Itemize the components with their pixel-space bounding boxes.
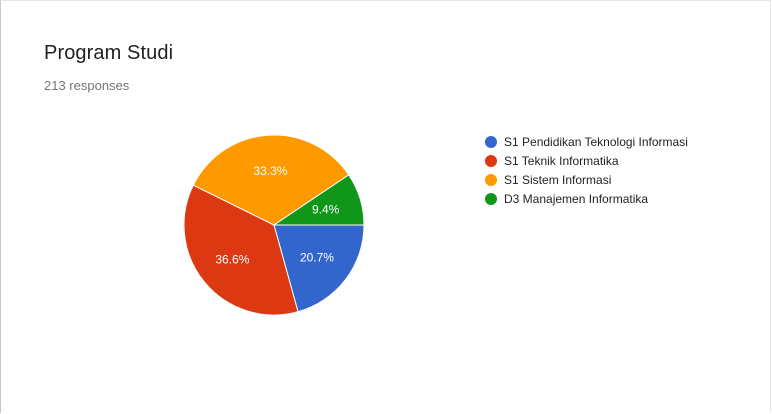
legend-swatch-icon — [485, 154, 497, 167]
legend-item-0[interactable]: S1 Pendidikan Teknologi Informasi — [485, 132, 688, 151]
pie-slice-3[interactable] — [272, 174, 365, 226]
pie-slice-2[interactable] — [192, 134, 350, 226]
legend-label: S1 Pendidikan Teknologi Informasi — [504, 134, 688, 149]
legend-item-2[interactable]: S1 Sistem Informasi — [485, 170, 688, 189]
response-count: 213 responses — [44, 78, 130, 93]
slice-label-2: 33.3% — [253, 164, 287, 178]
legend-swatch-icon — [485, 192, 497, 205]
pie-slice-0[interactable] — [273, 224, 365, 313]
legend-swatch-icon — [485, 135, 497, 148]
legend-label: D3 Manajemen Informatika — [504, 191, 649, 206]
pie-chart: 20.7% 36.6% 33.3% 9.4% — [183, 134, 365, 316]
slice-label-1: 36.6% — [215, 252, 249, 266]
slice-label-0: 20.7% — [300, 251, 334, 265]
chart-legend: S1 Pendidikan Teknologi Informasi S1 Tekn… — [485, 132, 688, 208]
legend-swatch-icon — [485, 173, 497, 186]
legend-item-3[interactable]: D3 Manajemen Informatika — [485, 189, 688, 208]
legend-label: S1 Teknik Informatika — [504, 153, 619, 168]
legend-label: S1 Sistem Informasi — [504, 172, 612, 187]
chart-title: Program Studi — [44, 42, 174, 64]
pie-slice-1[interactable] — [183, 184, 299, 316]
legend-item-1[interactable]: S1 Teknik Informatika — [485, 151, 688, 170]
slice-label-3: 9.4% — [312, 202, 340, 216]
